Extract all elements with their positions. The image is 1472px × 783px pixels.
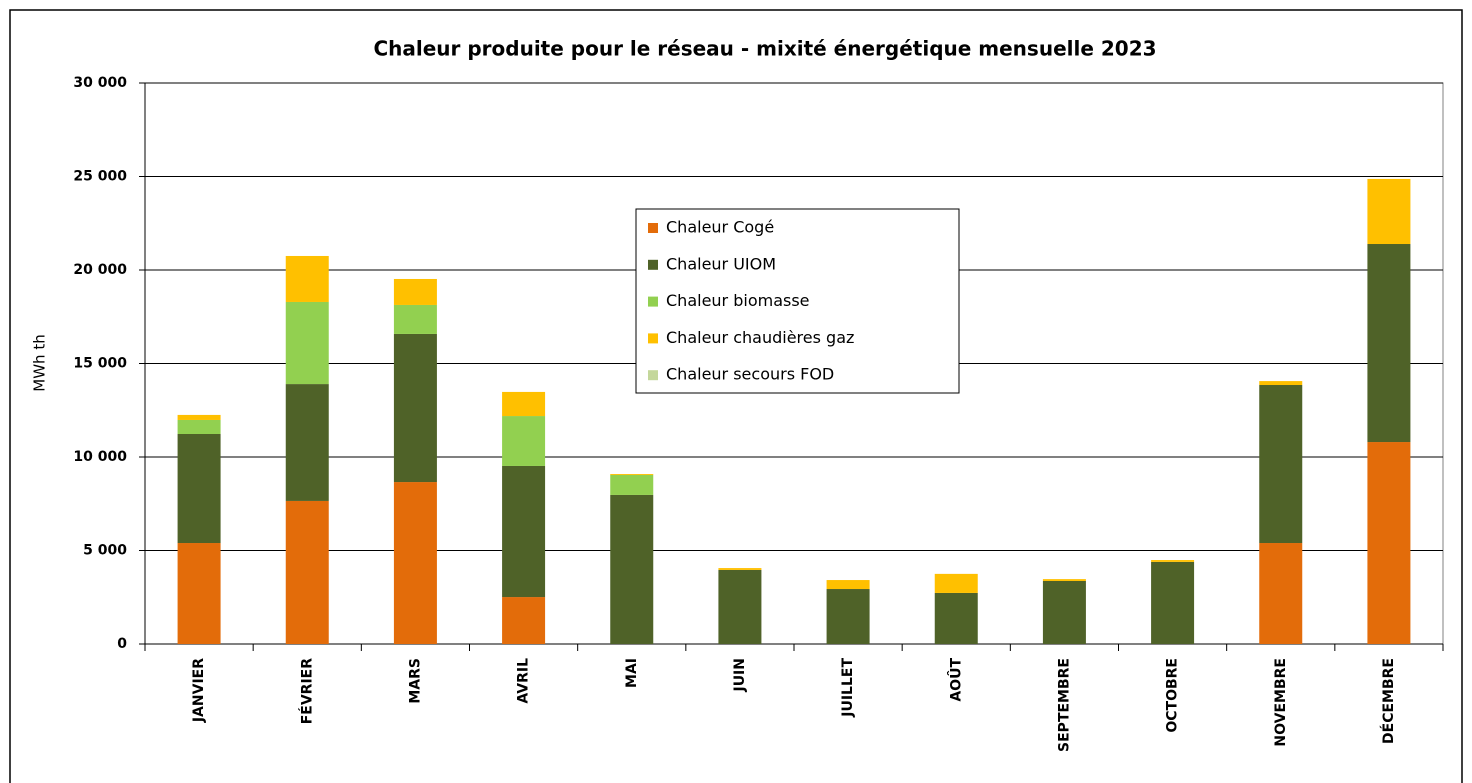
bar-segment: [177, 543, 221, 644]
bar-segment: [826, 589, 870, 644]
bar-segment: [1367, 442, 1411, 644]
bar-segment: [934, 573, 978, 593]
bar-segment: [1367, 178, 1411, 245]
x-tick-label: AVRIL: [516, 658, 532, 704]
bar-segment: [285, 301, 329, 385]
x-tick-label: JUIN: [732, 658, 748, 693]
bar-segment: [1151, 560, 1195, 562]
bar-segment: [502, 597, 546, 644]
bar-segment: [502, 465, 546, 598]
bar-segment: [502, 391, 546, 417]
bar-segment: [502, 416, 546, 466]
y-axis-label: MWh th: [31, 334, 49, 391]
legend-box: [635, 208, 960, 394]
legend-label: Chaleur Cogé: [666, 218, 774, 237]
chart-title: Chaleur produite pour le réseau - mixité…: [373, 37, 1156, 61]
y-tick-label: 0: [117, 636, 127, 652]
y-tick-label: 25 000: [73, 169, 127, 185]
x-tick-label: FÉVRIER: [298, 658, 315, 725]
bar-segment: [285, 500, 329, 644]
x-tick-label: MARS: [407, 658, 423, 704]
x-tick-label: JANVIER: [191, 658, 207, 723]
x-tick-label: NOVEMBRE: [1273, 658, 1289, 747]
bar-segment: [1151, 561, 1195, 644]
legend-swatch: [648, 223, 658, 233]
bar-segment: [718, 569, 762, 644]
x-tick-label: OCTOBRE: [1165, 658, 1181, 733]
bar-segment: [610, 494, 654, 644]
x-tick-label: JUILLET: [840, 658, 856, 718]
bar-segment: [285, 384, 329, 501]
bar-segment: [934, 592, 978, 644]
x-tick-label: SEPTEMBRE: [1056, 658, 1072, 752]
bar-segment: [177, 433, 221, 544]
bar-segment: [1259, 381, 1303, 386]
bar-segment: [177, 414, 221, 420]
legend-label: Chaleur chaudières gaz: [666, 328, 854, 347]
y-tick-label: 30 000: [73, 75, 127, 91]
x-tick-label: MAI: [624, 658, 640, 688]
bar-segment: [1367, 244, 1411, 443]
y-tick-label: 10 000: [73, 449, 127, 465]
legend-label: Chaleur UIOM: [666, 254, 776, 273]
legend-swatch: [648, 259, 658, 270]
bar-segment: [393, 304, 437, 334]
bar-segment: [826, 580, 870, 590]
legend-swatch: [648, 370, 658, 381]
x-tick-label: DÉCEMBRE: [1380, 658, 1397, 744]
bar-segment: [718, 568, 762, 570]
bar-segment: [393, 482, 437, 644]
bar-segment: [1042, 579, 1086, 581]
legend-swatch: [648, 296, 658, 307]
bar-segment: [1259, 385, 1303, 544]
legend-swatch: [648, 333, 658, 344]
bar-segment: [285, 255, 329, 302]
y-tick-label: 20 000: [73, 262, 127, 278]
y-tick-label: 15 000: [73, 356, 127, 372]
bar-segment: [1042, 580, 1086, 644]
y-tick-label: 5 000: [83, 543, 127, 559]
bar-segment: [610, 474, 654, 475]
x-tick-label: AOÛT: [946, 658, 964, 702]
legend-label: Chaleur secours FOD: [666, 365, 834, 384]
bar-segment: [393, 333, 437, 483]
bar-segment: [610, 474, 654, 495]
bar-segment: [393, 278, 437, 305]
bar-segment: [1259, 543, 1303, 644]
bar-segment: [177, 419, 221, 434]
legend-label: Chaleur biomasse: [666, 291, 810, 310]
